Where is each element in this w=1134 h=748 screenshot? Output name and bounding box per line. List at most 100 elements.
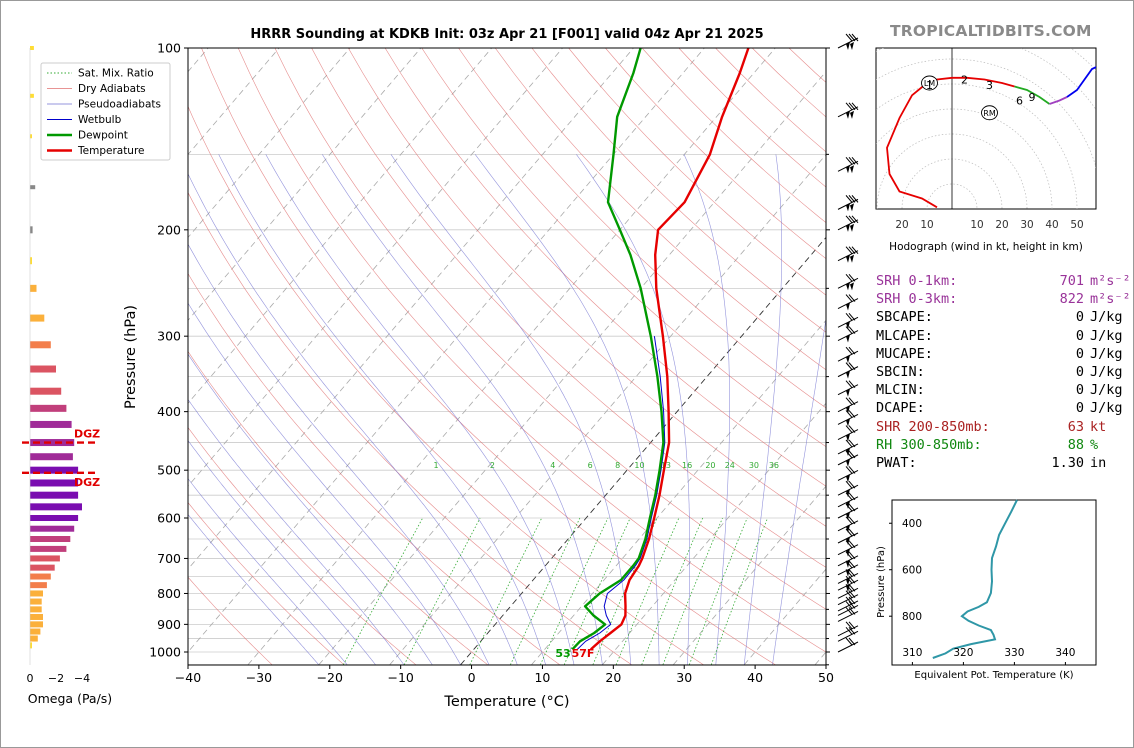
legend-entry: Wetbulb — [78, 114, 122, 126]
moist-adiabat-line — [218, 154, 546, 665]
stat-label: SBCAPE: — [876, 309, 933, 326]
mixing-ratio-line — [539, 517, 609, 665]
stat-value: 88 — [1067, 436, 1084, 453]
wind-barb — [837, 410, 859, 427]
omega-tick-label: −4 — [74, 672, 90, 685]
x-tick-label: 10 — [534, 670, 550, 685]
theta-e-x-tick-label: 340 — [1055, 647, 1075, 659]
wind-barb — [837, 102, 859, 119]
omega-bar — [30, 46, 34, 50]
wind-barb — [837, 380, 859, 397]
omega-bar — [30, 93, 34, 98]
wind-barb — [837, 596, 859, 612]
dry-adiabat-line — [531, 48, 826, 333]
wind-barb — [837, 480, 859, 498]
mixing-ratio-line — [469, 517, 543, 665]
dry-adiabat-line — [348, 48, 826, 527]
wind-barb — [837, 637, 859, 653]
stat-unit: J/kg — [1090, 364, 1123, 381]
hodograph-segment — [926, 76, 1015, 88]
stat-label: MLCIN: — [876, 382, 925, 399]
wind-barb — [837, 33, 859, 50]
moist-adiabat-line — [743, 154, 782, 665]
stat-value: 0 — [1075, 400, 1084, 417]
x-tick-label: −30 — [246, 670, 272, 685]
theta-e-line — [932, 499, 1018, 659]
moist-adiabat-line — [188, 243, 490, 665]
dry-adiabat-line — [188, 105, 704, 665]
stat-label: MLCAPE: — [876, 327, 933, 344]
stat-label: SRH 0-1km: — [876, 273, 958, 289]
legend-entry: Temperature — [77, 145, 145, 157]
storm-motion-lm-label: LM — [924, 79, 935, 88]
stat-row: MUCAPE: 0 J/kg — [876, 345, 1131, 363]
legend-entry: Dewpoint — [78, 130, 128, 142]
series-dewpoint-line — [571, 48, 665, 651]
mixing-ratio-label: 24 — [725, 461, 735, 470]
wind-barb — [837, 466, 859, 483]
omega-bar — [30, 642, 32, 649]
isotherm-line — [672, 485, 826, 665]
mixing-ratio-line — [510, 517, 581, 665]
mixing-ratio-label: 30 — [749, 461, 759, 470]
mixing-ratio-line — [710, 517, 768, 665]
hodograph-tick-label: 10 — [970, 219, 983, 231]
series-wetbulb-line — [576, 336, 666, 650]
isotherm-line — [188, 48, 563, 487]
omega-bar — [30, 257, 32, 265]
moist-adiabat-line — [188, 478, 348, 665]
omega-bar — [30, 226, 33, 234]
x-tick-label: 30 — [676, 670, 692, 685]
stat-unit: J/kg — [1090, 345, 1123, 362]
stat-row: RH 300-850mb: 88% — [876, 436, 1131, 454]
isotherm-line — [188, 48, 493, 404]
omega-bar — [30, 515, 79, 522]
omega-bar — [30, 314, 45, 322]
x-tick-label: 20 — [605, 670, 621, 685]
x-tick-label: −10 — [387, 670, 413, 685]
moist-adiabat-line — [188, 513, 320, 665]
legend-entry: Dry Adiabats — [78, 83, 146, 95]
isotherm-line — [531, 319, 826, 665]
mixing-ratio-label: 16 — [682, 461, 692, 470]
hodograph-height-label: 3 — [986, 79, 993, 92]
stat-unit: J/kg — [1090, 327, 1123, 344]
dry-adiabat-line — [188, 426, 417, 665]
omega-bar — [30, 606, 42, 613]
hodograph-tick-label: 40 — [1045, 219, 1058, 231]
isotherm-line — [460, 236, 826, 665]
stat-value: 701 — [1059, 273, 1084, 289]
mixing-ratio-label: 36 — [769, 461, 779, 470]
theta-e-x-tick-label: 330 — [1004, 647, 1024, 659]
omega-bar — [30, 503, 82, 511]
stat-row: SRH 0-1km: 701 m²s⁻² — [876, 272, 1131, 290]
mixing-ratio-label: 4 — [550, 461, 555, 470]
moist-adiabat-line — [188, 173, 518, 665]
omega-bar — [30, 185, 36, 190]
hodograph-height-label: 2 — [961, 74, 968, 87]
dry-adiabat-line — [384, 48, 826, 487]
omega-bar — [30, 479, 79, 487]
wind-barb — [837, 607, 859, 622]
hodograph-height-label: 1 — [926, 79, 933, 92]
surface-temperature-label: 57F — [572, 647, 595, 660]
x-tick-label: 40 — [747, 670, 763, 685]
dgz-label-bottom: DGZ — [74, 476, 100, 489]
wind-barb — [837, 274, 859, 291]
wind-barb — [837, 540, 859, 557]
omega-bar — [30, 439, 75, 447]
mixing-ratio-line — [615, 517, 680, 665]
storm-motion-lm — [921, 75, 938, 91]
moist-adiabat-line — [188, 353, 433, 665]
moist-adiabat-line — [188, 302, 461, 665]
isotherm-line — [188, 48, 705, 653]
hodograph-segment — [1049, 96, 1068, 105]
wind-barb — [837, 246, 859, 263]
dry-adiabat-line — [201, 48, 776, 665]
omega-tick-label: 0 — [27, 672, 34, 685]
moist-adiabat-line — [683, 154, 730, 665]
omega-bar — [30, 613, 43, 620]
moist-adiabat-line — [188, 398, 405, 665]
isotherm-line — [602, 402, 826, 665]
